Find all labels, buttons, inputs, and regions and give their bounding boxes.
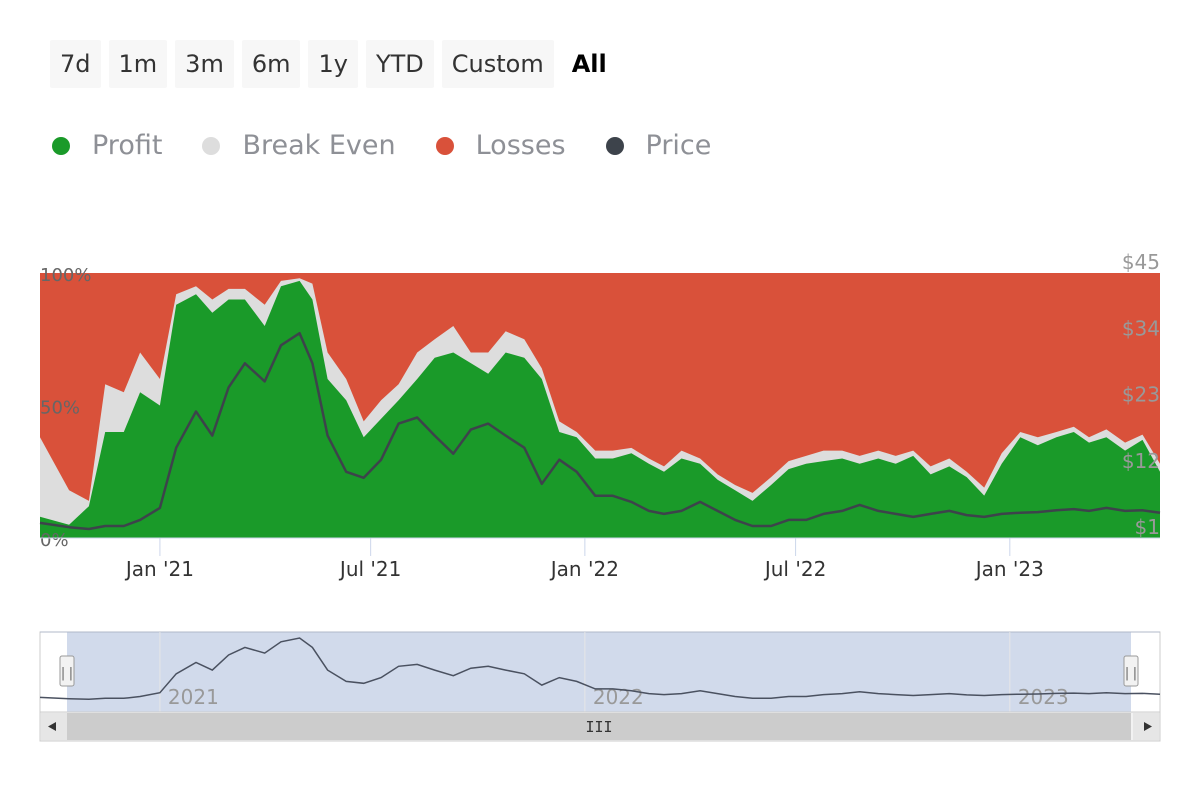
legend-marker	[52, 136, 70, 155]
x-tick-label: Jul '22	[763, 557, 826, 581]
y-right-tick-label: $23	[1122, 383, 1160, 407]
range-button-ytd[interactable]: YTD	[365, 40, 434, 88]
scroll-left-arrow-icon	[48, 722, 56, 731]
range-button-7d[interactable]: 7d	[50, 40, 101, 88]
x-tick-label: Jan '23	[974, 557, 1044, 581]
range-button-1m[interactable]: 1m	[108, 40, 168, 88]
navigator-handle-right[interactable]	[1123, 655, 1139, 687]
navigator-handle-left[interactable]	[59, 655, 75, 687]
area-series-profit	[40, 280, 1160, 538]
navigator-selected-range[interactable]	[67, 632, 1131, 712]
legend-label: Price	[645, 130, 712, 161]
x-tick-label: Jan '21	[124, 557, 194, 581]
y-left-tick-label: 50%	[40, 398, 80, 419]
handle-grip: ||	[59, 666, 75, 681]
legend-label: Profit	[92, 130, 163, 161]
range-button-custom[interactable]: Custom	[441, 40, 554, 88]
x-tick-label: Jan '22	[549, 557, 619, 581]
legend-marker	[202, 136, 221, 155]
legend-item-break-even[interactable]: Break Even	[202, 130, 396, 161]
y-right-tick-label: $45	[1122, 250, 1160, 274]
legend-item-losses[interactable]: Losses	[435, 130, 566, 161]
scrollbar-grip-icon: III	[585, 718, 612, 736]
y-left-tick-label: 0%	[40, 530, 69, 551]
legend-item-price[interactable]: Price	[605, 130, 712, 161]
y-right-tick-label: $1	[1135, 515, 1160, 539]
range-button-all[interactable]: All	[571, 50, 607, 78]
y-right-tick-label: $12	[1122, 449, 1160, 473]
legend-item-profit[interactable]: Profit	[52, 130, 162, 161]
range-button-3m[interactable]: 3m	[175, 40, 234, 88]
y-right-tick-label: $34	[1122, 316, 1160, 340]
y-left-tick-label: 100%	[40, 265, 91, 286]
x-tick-label: Jul '21	[338, 557, 401, 581]
chart-legend: Profit Break Even Losses Price	[52, 130, 751, 161]
navigator-year-label: 2023	[1018, 685, 1069, 709]
navigator-price-line	[39, 637, 1161, 701]
navigator-year-label: 2021	[168, 685, 219, 709]
legend-label: Break Even	[242, 130, 396, 161]
range-selector: 7d 1m 3m 6m 1y YTD Custom All	[50, 40, 617, 88]
legend-marker	[435, 136, 454, 155]
handle-grip: ||	[1123, 666, 1139, 681]
scroll-right-arrow-icon	[1144, 722, 1152, 731]
range-button-6m[interactable]: 6m	[241, 40, 301, 88]
price-line	[39, 331, 1161, 531]
legend-label: Losses	[475, 130, 566, 161]
range-button-1y[interactable]: 1y	[308, 40, 358, 88]
scrollbar-thumb[interactable]	[67, 713, 1131, 740]
legend-marker	[605, 136, 624, 155]
